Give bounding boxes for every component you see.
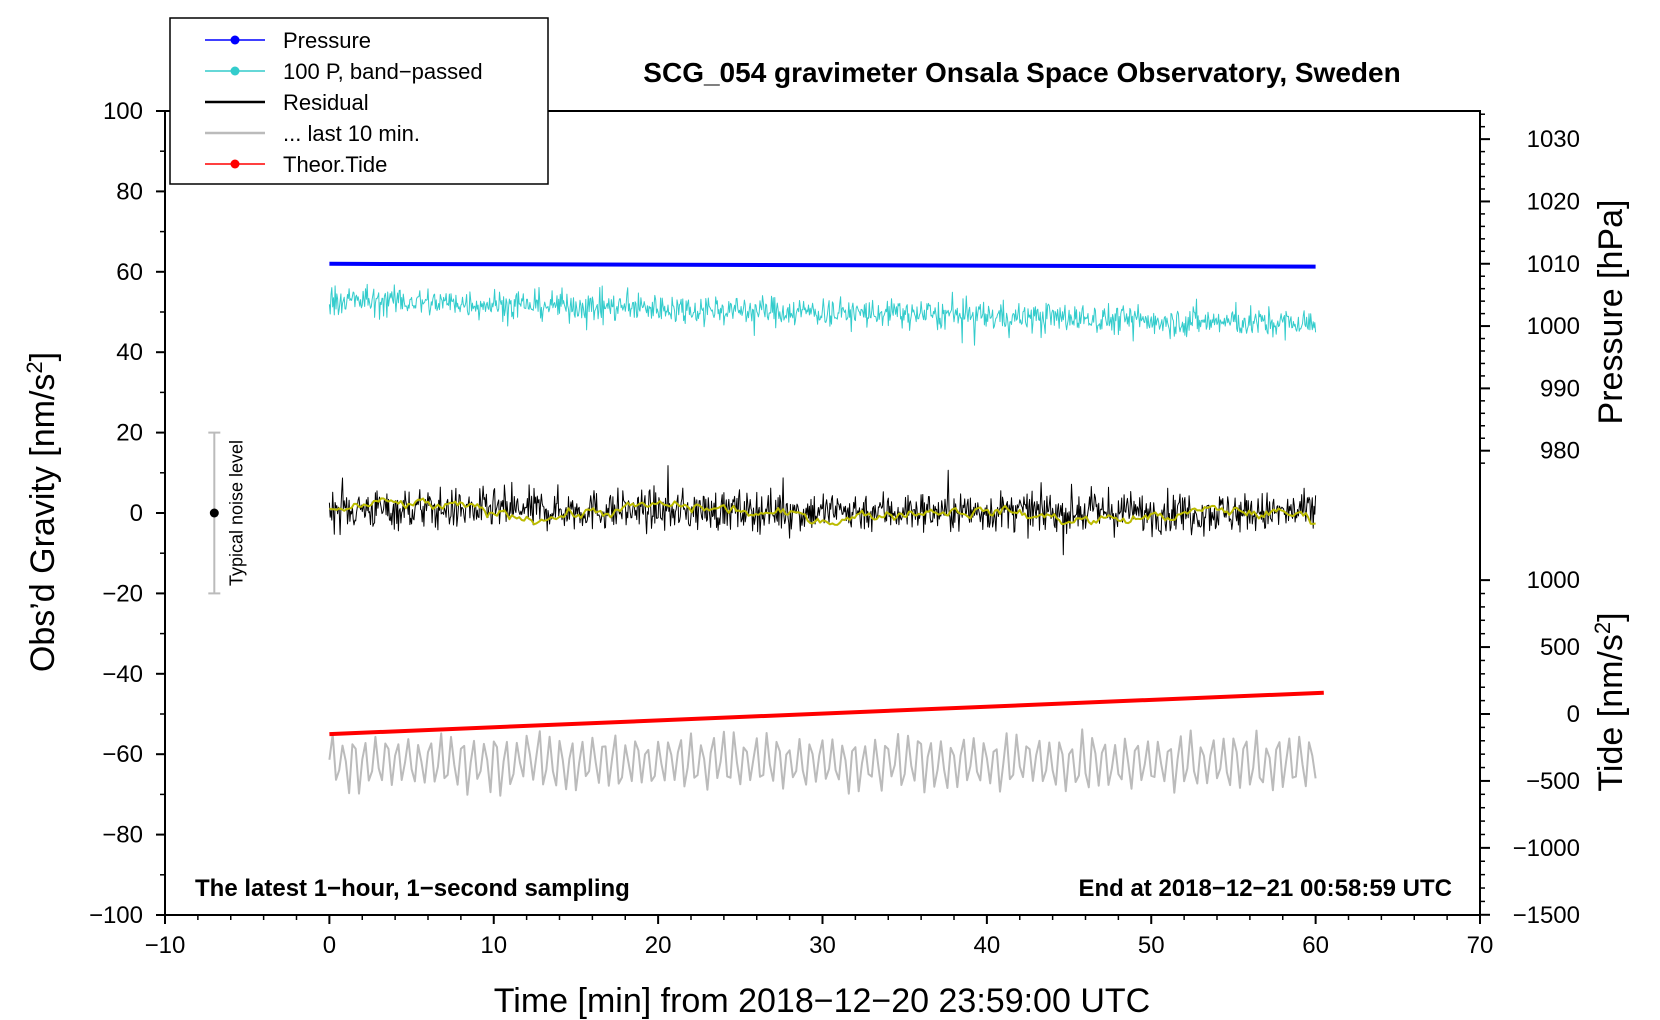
series-residual — [328, 465, 1317, 556]
x-tick-label: 20 — [645, 932, 672, 959]
tide-tick-label: −1000 — [1513, 835, 1580, 862]
tide-axis-label-superscript: 2 — [1590, 622, 1615, 634]
legend: Pressure 100 P, band−passed Residual ... la… — [169, 17, 549, 185]
tide-axis-ticks: −1500 −1000 −500 0 500 1000 — [1480, 567, 1580, 929]
y-axis-ticks: −100 −80 −60 −40 −20 0 20 40 60 80 100 — [89, 98, 165, 929]
series-theor-tide — [329, 690, 1324, 737]
x-tick-label: −10 — [145, 932, 186, 959]
y-tick-label: −80 — [102, 822, 143, 849]
x-tick-label: 50 — [1138, 932, 1165, 959]
legend-label: Residual — [283, 90, 369, 115]
series-100-p-band-passed — [328, 283, 1317, 346]
x-tick-label: 30 — [809, 932, 836, 959]
series-layer — [328, 261, 1324, 797]
pressure-tick-label: 1020 — [1527, 188, 1580, 215]
y-tick-label: 0 — [130, 500, 143, 527]
y-tick-label: −20 — [102, 580, 143, 607]
x-axis-label: Time [min] from 2018−12−20 23:59:00 UTC — [494, 982, 1150, 1020]
x-tick-label: 0 — [323, 932, 336, 959]
pressure-axis-label: Pressure [hPa] — [1592, 200, 1630, 425]
pressure-tick-label: 1030 — [1527, 126, 1580, 153]
legend-swatch-marker — [230, 159, 240, 169]
legend-label: Pressure — [283, 28, 371, 53]
pressure-tick-label: 990 — [1540, 375, 1580, 402]
y-axis-label: Obs’d Gravity [nm/s2] — [22, 352, 63, 672]
x-tick-label: 70 — [1467, 932, 1494, 959]
x-axis-ticks: −10 0 10 20 30 40 50 60 70 — [145, 915, 1494, 959]
tide-tick-label: 0 — [1567, 701, 1580, 728]
x-tick-label: 40 — [974, 932, 1001, 959]
noise-level-label: Typical noise level — [226, 440, 246, 586]
legend-item-100-p-band-passed: 100 P, band−passed — [205, 59, 483, 84]
series-residual-smoothed — [329, 497, 1316, 526]
legend-item-theor-tide: Theor.Tide — [205, 152, 387, 177]
y-tick-label: 40 — [116, 339, 143, 366]
x-tick-label: 60 — [1302, 932, 1329, 959]
series-last-10-min — [328, 728, 1317, 797]
tide-tick-label: −1500 — [1513, 902, 1580, 929]
tide-axis-label: Tide [nm/s2] — [1590, 612, 1631, 791]
legend-swatch-marker — [230, 35, 240, 45]
tide-tick-label: −500 — [1526, 768, 1580, 795]
y-tick-label: −40 — [102, 661, 143, 688]
y-tick-label: −60 — [102, 741, 143, 768]
y-tick-label: −100 — [89, 902, 143, 929]
tide-tick-label: 1000 — [1527, 567, 1580, 594]
annotation-sampling: The latest 1−hour, 1−second sampling — [195, 875, 630, 902]
y-tick-label: 20 — [116, 420, 143, 447]
legend-item-pressure: Pressure — [205, 28, 371, 53]
legend-item-last-10-min: ... last 10 min. — [205, 121, 420, 146]
x-tick-label: 10 — [480, 932, 507, 959]
y-tick-label: 100 — [103, 98, 143, 125]
annotation-end-time: End at 2018−12−21 00:58:59 UTC — [1078, 875, 1452, 902]
y-axis-label-superscript: 2 — [22, 361, 47, 373]
pressure-tick-label: 1010 — [1527, 251, 1580, 278]
pressure-tick-label: 980 — [1540, 438, 1580, 465]
plot-frame — [164, 110, 1481, 916]
series-pressure — [329, 261, 1316, 269]
chart-title: SCG_054 gravimeter Onsala Space Observat… — [643, 57, 1400, 88]
y-tick-label: 80 — [116, 178, 143, 205]
legend-label: Theor.Tide — [283, 152, 387, 177]
pressure-axis-ticks: 980 990 1000 1010 1020 1030 — [1480, 113, 1580, 465]
legend-item-residual: Residual — [205, 90, 369, 115]
y-tick-label: 60 — [116, 259, 143, 286]
legend-label: 100 P, band−passed — [283, 59, 483, 84]
noise-level-indicator: Typical noise level — [208, 431, 246, 595]
noise-level-dot — [209, 508, 219, 518]
legend-swatch-marker — [230, 66, 240, 76]
tide-tick-label: 500 — [1540, 634, 1580, 661]
pressure-tick-label: 1000 — [1527, 313, 1580, 340]
legend-label: ... last 10 min. — [283, 121, 420, 146]
